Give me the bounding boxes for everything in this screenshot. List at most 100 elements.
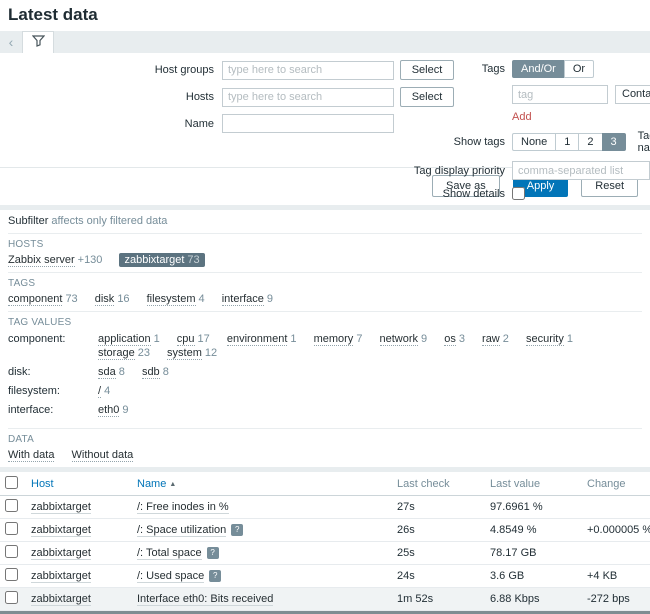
hint-icon[interactable]: ?: [209, 570, 222, 582]
tag-value-count: 3: [458, 333, 465, 345]
tags-operator-andor[interactable]: And/Or: [512, 60, 565, 78]
host-groups-select-button[interactable]: Select: [400, 60, 454, 80]
tag-value-link[interactable]: application: [98, 333, 151, 346]
item-name-link[interactable]: /: Space utilization: [137, 524, 227, 537]
subfilter-host-selected[interactable]: zabbixtarget 73: [119, 253, 205, 267]
filter-tab[interactable]: [22, 31, 54, 53]
tag-display-priority-input[interactable]: [512, 161, 650, 180]
table-row: zabbixtarget /: Space utilization? 26s 4…: [0, 518, 650, 542]
row-checkbox[interactable]: [5, 591, 18, 604]
column-header-name[interactable]: Name ▲: [132, 472, 392, 496]
host-groups-input[interactable]: [222, 60, 394, 80]
host-link[interactable]: zabbixtarget: [31, 524, 91, 537]
row-checkbox[interactable]: [5, 522, 18, 535]
row-checkbox[interactable]: [5, 568, 18, 581]
item-name-link[interactable]: /: Free inodes in %: [137, 501, 229, 514]
tag-value-link[interactable]: cpu: [176, 333, 195, 346]
subfilter-panel: Subfilter affects only filtered data HOS…: [0, 210, 650, 467]
host-link[interactable]: zabbixtarget: [31, 501, 91, 514]
last-value: 4.8549 %: [485, 518, 582, 542]
hint-icon[interactable]: ?: [231, 524, 244, 536]
hint-icon[interactable]: ?: [206, 547, 219, 559]
subfilter-title: Subfilter: [8, 215, 49, 227]
last-value: 6.88 Kbps: [485, 587, 582, 611]
collapse-chevron-icon[interactable]: ‹: [8, 34, 14, 50]
change-value: [582, 541, 650, 565]
host-link[interactable]: zabbixtarget: [31, 547, 91, 560]
subfilter-tag-link[interactable]: disk: [94, 293, 115, 306]
tag-match-select[interactable]: Contains: [615, 85, 650, 104]
table-row: zabbixtarget Interface eth0: Bits receiv…: [0, 587, 650, 611]
tag-value-group: disk: sda 8 sdb 8: [8, 365, 642, 379]
subfilter-host-link[interactable]: Zabbix server: [8, 254, 75, 267]
tag-value-link[interactable]: environment: [226, 333, 288, 346]
show-tags-none[interactable]: None: [512, 133, 557, 151]
host-link[interactable]: zabbixtarget: [31, 593, 91, 606]
tag-value-count: 2: [502, 333, 509, 345]
tag-value-group: interface: eth0 9: [8, 403, 642, 417]
tag-value-link[interactable]: network: [379, 333, 419, 346]
tags-label: Tags: [481, 63, 505, 75]
subfilter-host-count: +130: [77, 254, 103, 266]
show-tags-1[interactable]: 1: [555, 133, 580, 151]
subfilter-subtitle: affects only filtered data: [51, 215, 168, 227]
tag-value-count: 9: [122, 404, 129, 416]
change-value: [582, 495, 650, 519]
host-link[interactable]: zabbixtarget: [31, 570, 91, 583]
select-all-checkbox[interactable]: [5, 476, 18, 489]
show-tags-3[interactable]: 3: [601, 133, 626, 151]
tag-value-link[interactable]: sda: [98, 366, 116, 379]
filter-tabbar: ‹: [0, 31, 650, 53]
tag-value-link[interactable]: system: [167, 347, 202, 360]
tag-value-link[interactable]: raw: [482, 333, 500, 346]
show-details-checkbox[interactable]: [512, 187, 525, 200]
tag-value-link[interactable]: storage: [98, 347, 135, 360]
last-check-value: 26s: [392, 518, 485, 542]
item-name-link[interactable]: /: Used space: [137, 570, 205, 583]
last-value: 3.6 GB: [485, 564, 582, 588]
subfilter-tag-link[interactable]: interface: [221, 293, 264, 306]
hosts-label: Hosts: [185, 91, 214, 103]
tag-value-count: 1: [153, 333, 160, 345]
tag-value-link[interactable]: os: [444, 333, 456, 346]
tag-value-count: 1: [290, 333, 297, 345]
last-check-value: 1m 52s: [392, 587, 485, 611]
tag-name-label: Tag name: [637, 130, 650, 154]
hosts-select-button[interactable]: Select: [400, 87, 454, 107]
add-tag-link[interactable]: Add: [512, 111, 532, 123]
save-as-button[interactable]: Save as: [432, 175, 500, 197]
subfilter-tag-link[interactable]: filesystem: [146, 293, 196, 306]
tag-value-link[interactable]: sdb: [141, 366, 160, 379]
column-header-host[interactable]: Host: [26, 472, 132, 496]
subfilter-host: Zabbix server +130: [8, 254, 105, 267]
tag-input[interactable]: [512, 85, 608, 104]
tag-value-count: 17: [197, 333, 210, 345]
tags-operator-or[interactable]: Or: [563, 60, 595, 78]
tag-value-group-name: interface:: [8, 404, 54, 416]
name-label: Name: [184, 117, 214, 130]
without-data-link[interactable]: Without data: [71, 449, 134, 462]
tag-display-priority-label: Tag display priority: [413, 164, 505, 177]
subfilter-tag-count: 4: [198, 293, 205, 305]
name-input[interactable]: [222, 114, 394, 133]
funnel-icon: [31, 35, 45, 50]
subfilter-tags-heading: TAGS: [8, 278, 36, 289]
row-checkbox[interactable]: [5, 499, 18, 512]
with-data-link[interactable]: With data: [8, 449, 55, 462]
subfilter-tag-values-heading: TAG VALUES: [8, 317, 72, 328]
tag-value-link[interactable]: security: [525, 333, 564, 346]
show-tags-2[interactable]: 2: [578, 133, 603, 151]
tag-value-group-name: disk:: [8, 366, 31, 378]
change-value: -272 bps: [582, 587, 650, 611]
tags-operator-segment: And/Or Or: [512, 60, 595, 78]
tag-value-link[interactable]: /: [98, 385, 102, 398]
subfilter-tag-link[interactable]: component: [8, 293, 63, 306]
host-groups-label: Host groups: [154, 64, 214, 76]
row-checkbox[interactable]: [5, 545, 18, 558]
hosts-input[interactable]: [222, 87, 394, 107]
tag-value-link[interactable]: memory: [313, 333, 354, 346]
item-name-link[interactable]: /: Total space: [137, 547, 202, 560]
tag-value-link[interactable]: eth0: [98, 404, 120, 417]
item-name-link[interactable]: Interface eth0: Bits received: [137, 593, 274, 606]
table-header-row: Host Name ▲ Last check Last value Change: [0, 472, 650, 496]
